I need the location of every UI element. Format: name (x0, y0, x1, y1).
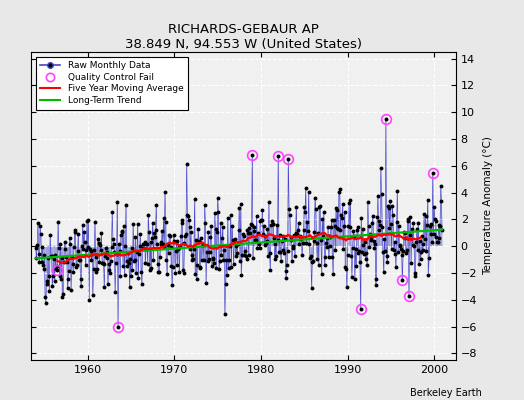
Text: Berkeley Earth: Berkeley Earth (410, 388, 482, 398)
Legend: Raw Monthly Data, Quality Control Fail, Five Year Moving Average, Long-Term Tren: Raw Monthly Data, Quality Control Fail, … (36, 56, 188, 110)
Title: RICHARDS-GEBAUR AP
38.849 N, 94.553 W (United States): RICHARDS-GEBAUR AP 38.849 N, 94.553 W (U… (125, 23, 362, 51)
Y-axis label: Temperature Anomaly (°C): Temperature Anomaly (°C) (483, 136, 493, 276)
